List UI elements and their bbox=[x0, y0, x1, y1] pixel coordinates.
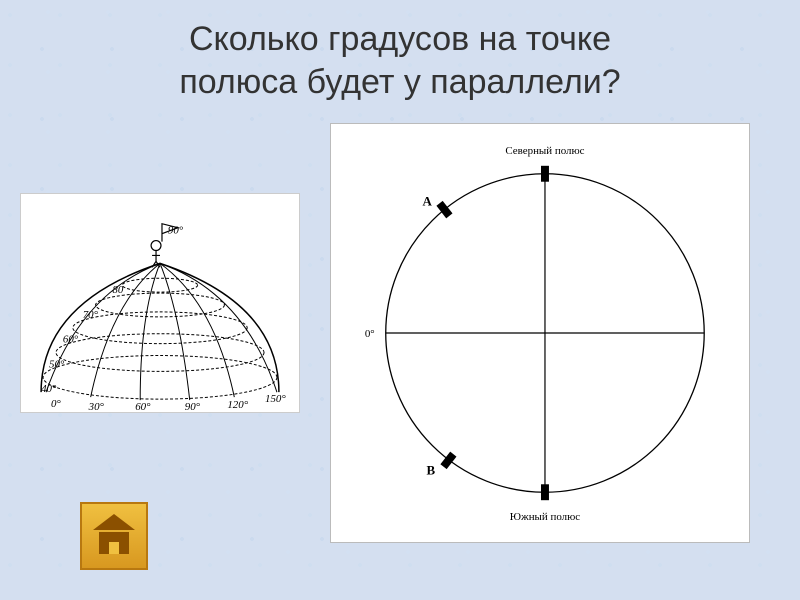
globe-arc bbox=[41, 263, 279, 392]
parallel-70 bbox=[96, 293, 225, 317]
parallel-40 bbox=[43, 356, 277, 400]
meridian-30 bbox=[91, 263, 160, 397]
meridian-circle-diagram: A B Северный полюс Южный полюс 0° bbox=[330, 123, 750, 543]
lon-120-label: 120° bbox=[227, 399, 248, 411]
north-pole-label: Северный полюс bbox=[505, 145, 584, 157]
lat-70-label: 70° bbox=[83, 309, 99, 321]
lon-90-label: 90° bbox=[185, 401, 201, 412]
north-pole-tick bbox=[541, 166, 549, 182]
point-b-tick bbox=[440, 452, 456, 469]
zero-degree-label: 0° bbox=[365, 328, 375, 340]
meridian-0 bbox=[46, 263, 160, 392]
title-line-2: полюса будет у параллели? bbox=[179, 63, 620, 101]
title-line-1: Сколько градусов на точке bbox=[189, 20, 611, 58]
circle-svg: A B Северный полюс Южный полюс 0° bbox=[331, 124, 749, 542]
home-button[interactable] bbox=[80, 502, 148, 570]
parallel-80 bbox=[122, 278, 197, 292]
lon-150-label: 150° bbox=[265, 393, 286, 405]
point-a-tick bbox=[436, 201, 452, 218]
globe-latitude-diagram: 90° 40° 50° 60° 70° 80 0° 30° 60° 90° 12… bbox=[20, 193, 300, 413]
lat-50-label: 50° bbox=[49, 358, 65, 370]
parallel-50 bbox=[56, 334, 264, 372]
lat-60-label: 60° bbox=[63, 334, 79, 346]
lat-40-label: 40° bbox=[41, 383, 57, 395]
pole-90-label: 90° bbox=[168, 225, 184, 237]
lon-0-label: 0° bbox=[51, 398, 61, 410]
point-a-label: A bbox=[423, 194, 433, 209]
content-area: 90° 40° 50° 60° 70° 80 0° 30° 60° 90° 12… bbox=[0, 113, 800, 553]
lat-80-label: 80 bbox=[112, 284, 123, 296]
lon-60-label: 60° bbox=[135, 401, 151, 412]
meridian-90 bbox=[160, 263, 190, 400]
point-b-label: B bbox=[427, 462, 436, 477]
south-pole-tick bbox=[541, 484, 549, 500]
house-icon bbox=[93, 518, 135, 554]
meridian-60 bbox=[140, 263, 160, 400]
globe-svg: 90° 40° 50° 60° 70° 80 0° 30° 60° 90° 12… bbox=[21, 194, 299, 412]
slide-title: Сколько градусов на точке полюса будет у… bbox=[0, 0, 800, 113]
lon-30-label: 30° bbox=[88, 401, 105, 412]
south-pole-label: Южный полюс bbox=[510, 511, 581, 523]
